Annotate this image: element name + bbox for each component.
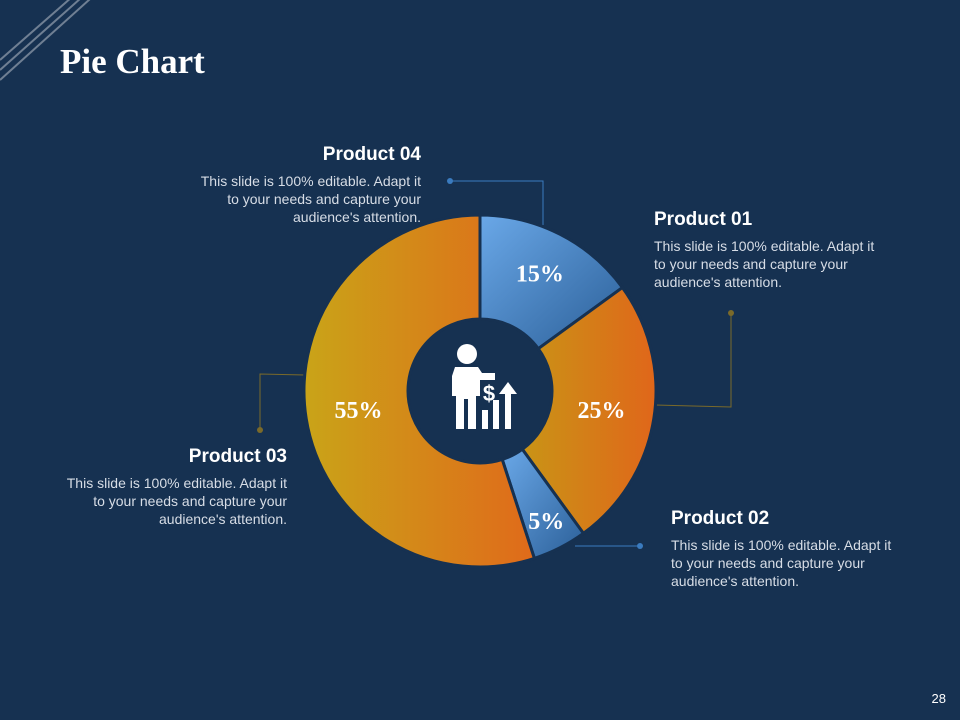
slice-labels: 15% 25% 5% 55% xyxy=(335,261,626,535)
product-01-description: This slide is 100% editable. Adapt it to… xyxy=(654,238,875,290)
slice-label-product-02: 25% xyxy=(577,398,625,424)
connector-product-01 xyxy=(654,313,732,408)
product-04-callout: Product 04 This slide is 100% editable. … xyxy=(190,144,421,226)
product-03-title: Product 03 xyxy=(188,446,287,467)
page-number: 28 xyxy=(931,691,946,706)
page-title: Pie Chart xyxy=(60,42,205,81)
product-01-callout: Product 01 This slide is 100% editable. … xyxy=(654,209,886,291)
pie-slices xyxy=(302,213,658,569)
product-03-description: This slide is 100% editable. Adapt it to… xyxy=(66,475,287,527)
connector-product-04 xyxy=(450,180,544,225)
product-02-title: Product 02 xyxy=(671,508,770,529)
product-04-title: Product 04 xyxy=(322,144,421,165)
product-03-callout: Product 03 This slide is 100% editable. … xyxy=(58,446,287,528)
businessman-dollar-growth-icon: $ xyxy=(452,344,517,429)
slice-label-product-01: 15% xyxy=(516,261,564,287)
slice-label-product-03: 5% xyxy=(528,509,564,535)
product-01-title: Product 01 xyxy=(654,209,753,230)
connector-dot-product-02 xyxy=(637,543,643,549)
product-02-description: This slide is 100% editable. Adapt it to… xyxy=(671,537,892,589)
svg-text:$: $ xyxy=(483,381,495,406)
connectors xyxy=(257,178,734,549)
connector-product-03 xyxy=(259,373,306,430)
pie-slice-product-04 xyxy=(302,213,537,569)
connector-dot-product-01 xyxy=(728,310,734,316)
slice-label-product-04: 55% xyxy=(335,398,383,424)
product-02-callout: Product 02 This slide is 100% editable. … xyxy=(671,508,903,590)
corner-decoration xyxy=(0,0,91,81)
product-04-description: This slide is 100% editable. Adapt it to… xyxy=(200,173,421,225)
connector-dot-product-03 xyxy=(257,427,263,433)
pie-slice-product-02 xyxy=(520,285,658,536)
connector-dot-product-04 xyxy=(447,178,453,184)
pie-slice-product-01 xyxy=(478,213,625,351)
